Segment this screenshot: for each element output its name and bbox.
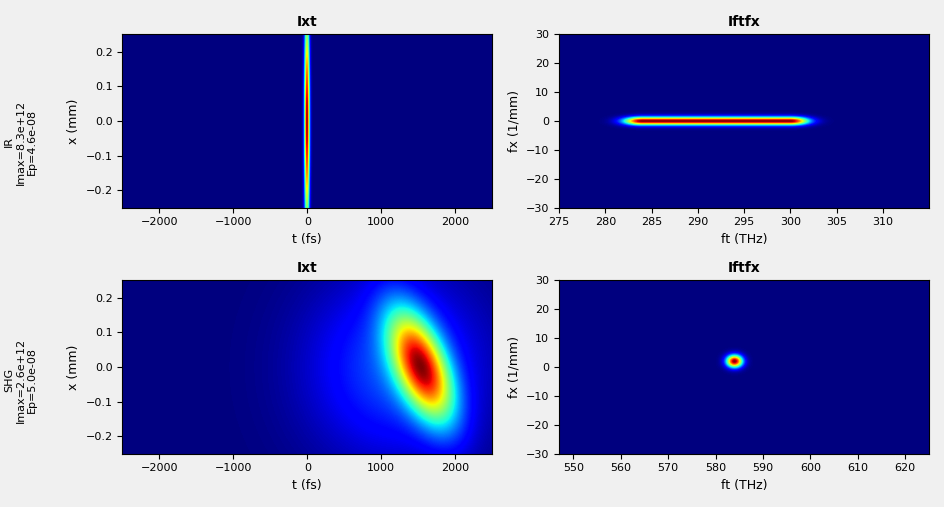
Y-axis label: x (mm): x (mm): [67, 344, 80, 390]
Y-axis label: x (mm): x (mm): [67, 98, 80, 143]
X-axis label: t (fs): t (fs): [293, 479, 322, 492]
X-axis label: ft (THz): ft (THz): [721, 479, 767, 492]
X-axis label: ft (THz): ft (THz): [721, 233, 767, 246]
Text: SHG
Imax=2.6e+12
Ep=5.0e-08: SHG Imax=2.6e+12 Ep=5.0e-08: [4, 338, 38, 423]
Title: Ixt: Ixt: [297, 15, 318, 29]
Title: Ixt: Ixt: [297, 261, 318, 275]
X-axis label: t (fs): t (fs): [293, 233, 322, 246]
Y-axis label: fx (1/mm): fx (1/mm): [507, 90, 520, 152]
Title: Iftfx: Iftfx: [728, 261, 761, 275]
Text: IR
Imax=8.3e+12
Ep=4.6e-08: IR Imax=8.3e+12 Ep=4.6e-08: [4, 99, 38, 185]
Y-axis label: fx (1/mm): fx (1/mm): [507, 336, 520, 398]
Title: Iftfx: Iftfx: [728, 15, 761, 29]
